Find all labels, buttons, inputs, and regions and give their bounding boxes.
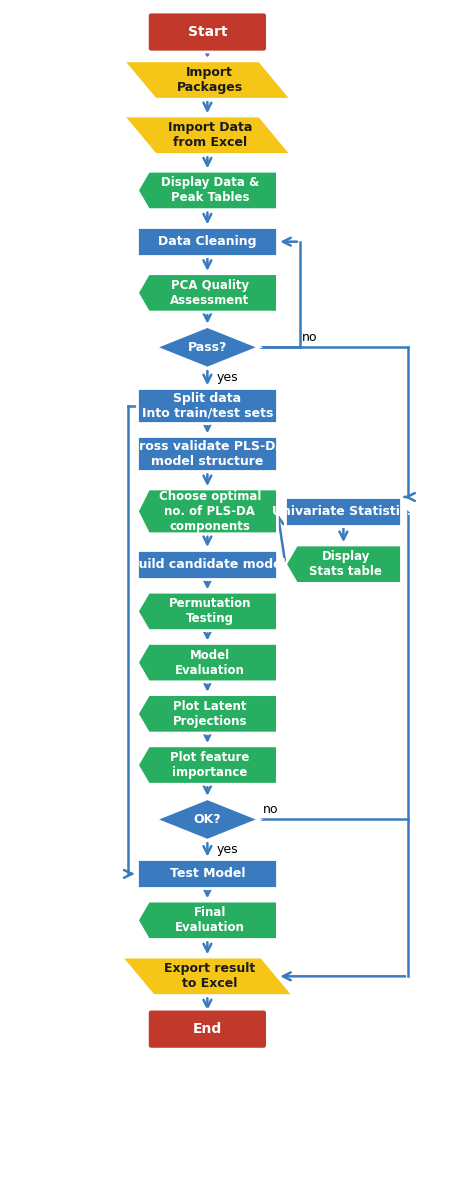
Polygon shape (121, 957, 293, 995)
FancyBboxPatch shape (147, 12, 267, 52)
Text: Display
Stats table: Display Stats table (310, 551, 382, 578)
Text: Start: Start (188, 25, 227, 38)
Text: Plot feature
importance: Plot feature importance (170, 751, 249, 779)
Text: Final
Evaluation: Final Evaluation (175, 906, 245, 934)
Text: no: no (263, 803, 278, 816)
Bar (137, 859, 277, 888)
Polygon shape (123, 117, 292, 154)
Bar (137, 227, 277, 256)
FancyBboxPatch shape (147, 1010, 267, 1049)
Bar (137, 388, 277, 423)
Polygon shape (137, 489, 277, 534)
Polygon shape (137, 695, 277, 733)
Text: Univariate Statistics: Univariate Statistics (272, 505, 415, 518)
Bar (137, 436, 277, 471)
Polygon shape (285, 545, 401, 583)
Text: OK?: OK? (193, 813, 221, 826)
Text: Permutation
Testing: Permutation Testing (169, 597, 251, 625)
Polygon shape (155, 327, 259, 368)
Polygon shape (137, 274, 277, 313)
Text: Plot Latent
Projections: Plot Latent Projections (173, 700, 247, 728)
Polygon shape (137, 902, 277, 940)
Text: yes: yes (217, 843, 238, 856)
Polygon shape (137, 593, 277, 631)
Text: Build candidate model: Build candidate model (129, 558, 286, 571)
Text: PCA Quality
Assessment: PCA Quality Assessment (170, 279, 249, 307)
Polygon shape (137, 643, 277, 682)
Text: yes: yes (217, 371, 238, 383)
Text: Import Data
from Excel: Import Data from Excel (168, 121, 252, 149)
Text: Export result
to Excel: Export result to Excel (164, 963, 255, 990)
Text: Split data
Into train/test sets: Split data Into train/test sets (142, 392, 273, 419)
Text: Model
Evaluation: Model Evaluation (175, 649, 245, 677)
Polygon shape (137, 171, 277, 209)
Text: Choose optimal
no. of PLS-DA
components: Choose optimal no. of PLS-DA components (159, 490, 261, 532)
Text: Display Data &
Peak Tables: Display Data & Peak Tables (161, 177, 259, 204)
Text: Pass?: Pass? (188, 341, 227, 353)
Text: no: no (302, 331, 318, 344)
Text: End: End (193, 1022, 222, 1036)
Text: Cross validate PLS-DA
model structure: Cross validate PLS-DA model structure (130, 440, 285, 468)
Text: Test Model: Test Model (170, 868, 245, 880)
Bar (137, 549, 277, 578)
Text: Data Cleaning: Data Cleaning (158, 236, 256, 248)
Bar (285, 496, 401, 525)
Text: Import
Packages: Import Packages (177, 66, 243, 94)
Polygon shape (155, 798, 259, 840)
Polygon shape (137, 746, 277, 784)
Polygon shape (123, 61, 292, 100)
